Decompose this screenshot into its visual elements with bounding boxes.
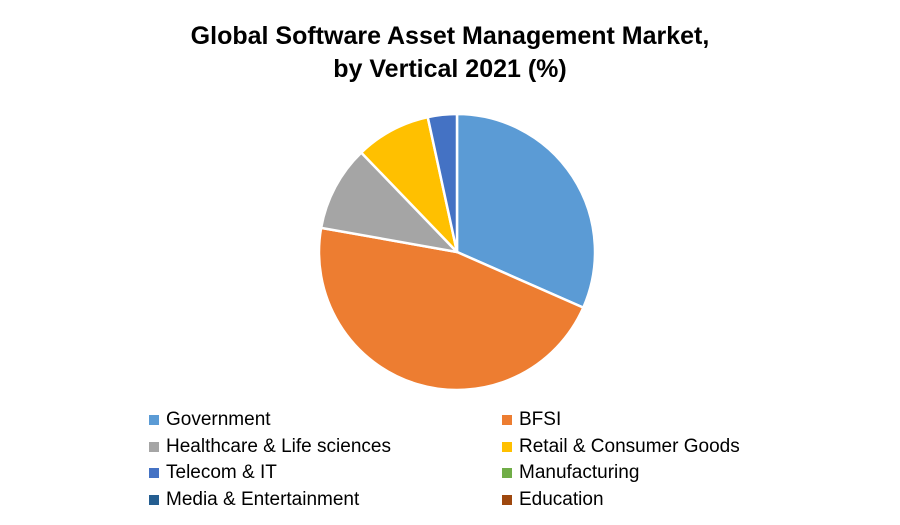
legend-item-healthcare: Healthcare & Life sciences: [149, 434, 502, 461]
legend-swatch-education: [502, 494, 512, 505]
legend-swatch-telecom: [149, 468, 159, 479]
legend-swatch-bfsi: [502, 415, 512, 426]
legend-swatch-healthcare: [149, 441, 159, 452]
chart-title: Global Software Asset Management Market,…: [0, 20, 900, 86]
legend-swatch-retail: [502, 441, 512, 452]
legend-item-retail: Retail & Consumer Goods: [502, 434, 789, 461]
legend-label-healthcare: Healthcare & Life sciences: [166, 435, 391, 457]
legend-item-manufacturing: Manufacturing: [502, 460, 789, 487]
legend-label-retail: Retail & Consumer Goods: [519, 435, 740, 457]
legend-item-bfsi: BFSI: [502, 407, 789, 434]
legend-label-bfsi: BFSI: [519, 409, 562, 431]
legend-label-manufacturing: Manufacturing: [519, 462, 640, 484]
chart-title-line-2: by Vertical 2021 (%): [333, 55, 567, 83]
legend-swatch-media: [149, 494, 159, 505]
pie-slice-bfsi: [317, 226, 585, 392]
legend-label-media: Media & Entertainment: [166, 488, 360, 510]
legend-item-media: Media & Entertainment: [149, 487, 502, 514]
chart-title-line-1: Global Software Asset Management Market,: [190, 22, 710, 50]
legend-swatch-manufacturing: [502, 468, 512, 479]
legend-swatch-government: [149, 415, 159, 426]
pie-slice-telecom-it: [426, 112, 459, 254]
legend-item-telecom: Telecom & IT: [149, 460, 502, 487]
legend-item-government: Government: [149, 407, 502, 434]
legend-item-education: Education: [502, 487, 789, 514]
pie-slice-healthcare-life-sciences: [319, 151, 459, 254]
pie-slice-government: [455, 112, 597, 309]
legend-label-education: Education: [519, 488, 604, 510]
chart-legend: Government BFSI Healthcare & Life scienc…: [149, 407, 789, 513]
legend-label-government: Government: [166, 409, 271, 431]
legend-label-telecom: Telecom & IT: [166, 462, 277, 484]
